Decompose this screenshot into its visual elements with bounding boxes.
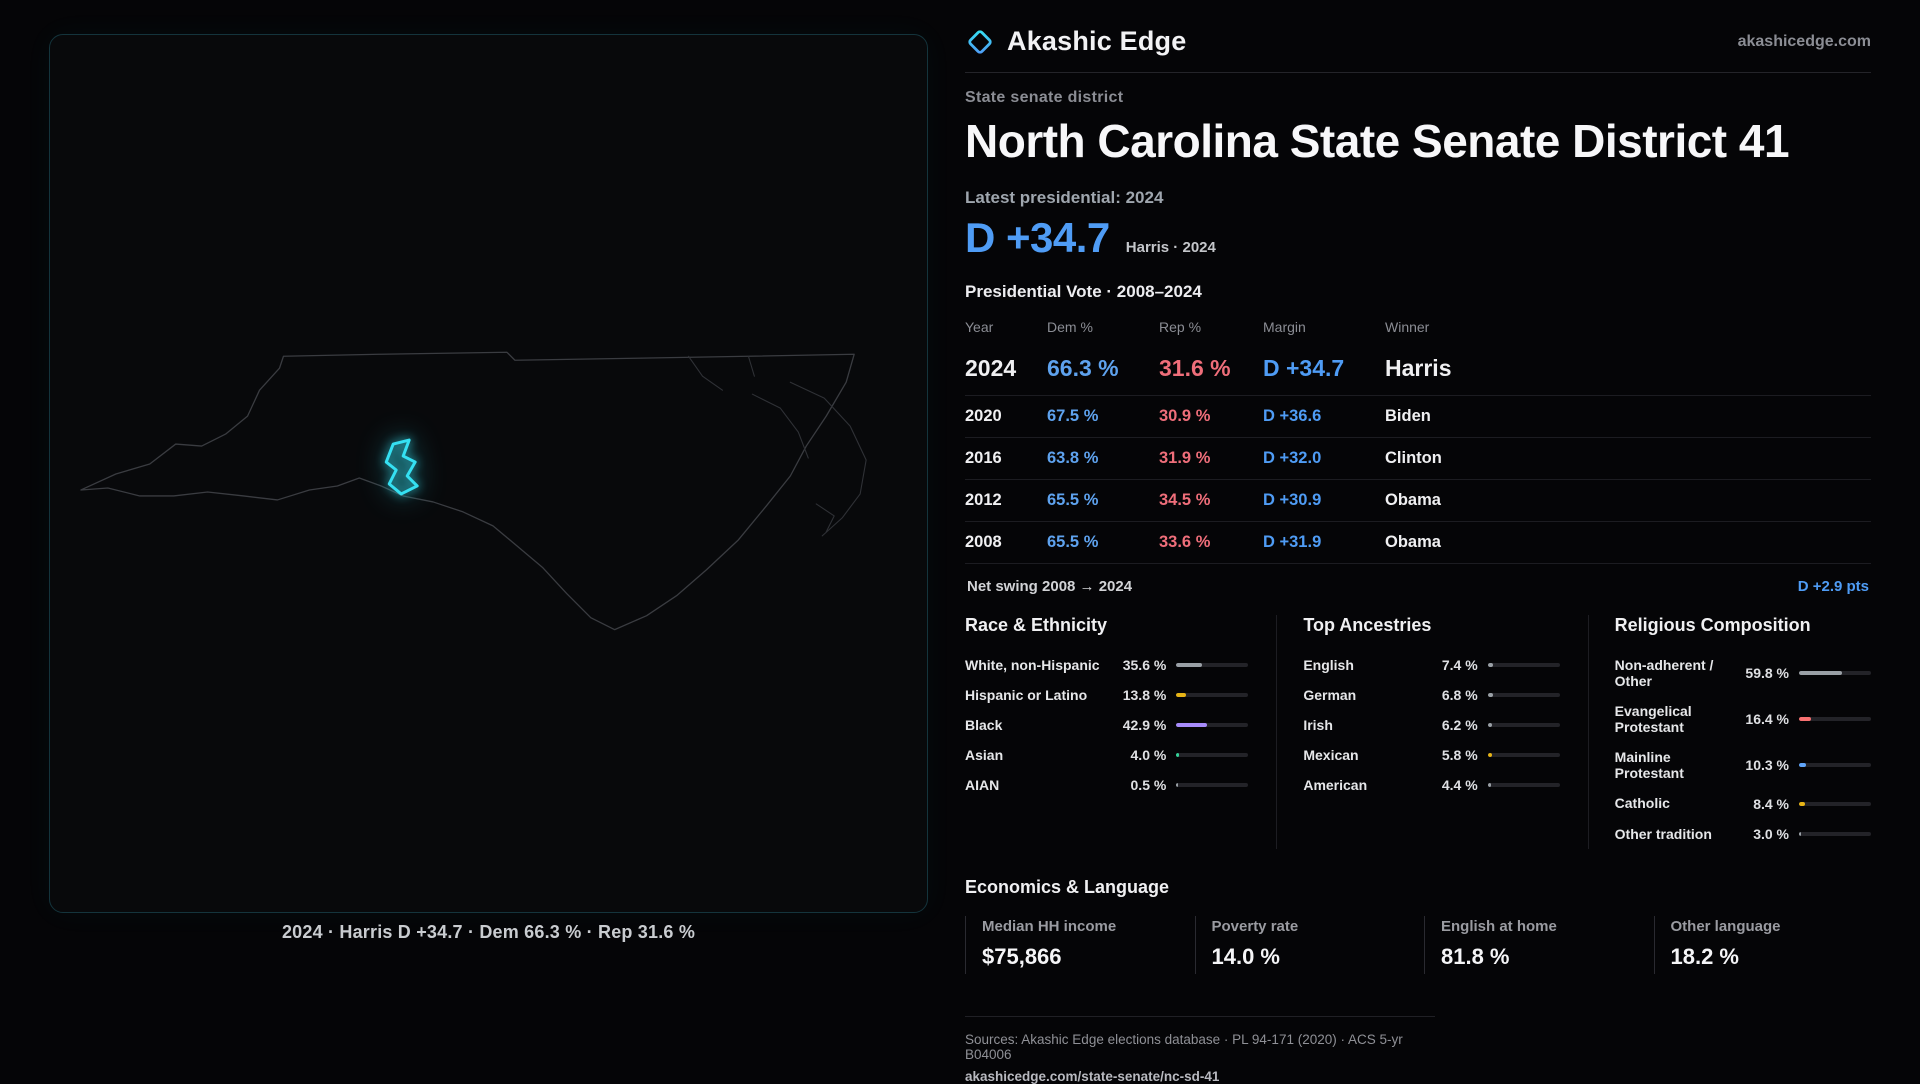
net-swing-value: D +2.9 pts <box>1797 577 1869 595</box>
bar-track <box>1176 783 1249 788</box>
demo-row: Black 42.9 % <box>965 710 1249 740</box>
bar-fill <box>1487 753 1492 758</box>
bar-fill <box>1487 783 1491 788</box>
bar-fill <box>1176 723 1208 728</box>
bar-track <box>1799 717 1871 722</box>
stat-other-language: Other language 18.2 % <box>1653 915 1872 974</box>
demo-row: Mexican 5.8 % <box>1303 740 1560 770</box>
bar-track <box>1487 783 1560 788</box>
bar-track <box>1487 723 1560 728</box>
bar-fill <box>1487 723 1493 728</box>
table-row: 2012 65.5 % 34.5 % D +30.9 Obama <box>965 480 1871 522</box>
table-row: 2016 63.8 % 31.9 % D +32.0 Clinton <box>965 438 1871 480</box>
north-carolina-map <box>80 351 867 631</box>
outer-banks-line <box>789 381 867 537</box>
col-header-rep: Rep % <box>1159 318 1202 335</box>
religious-composition-column: Religious Composition Non-adherent / Oth… <box>1587 614 1871 849</box>
sound-line <box>751 393 809 459</box>
brand-name: Akashic Edge <box>1007 26 1187 56</box>
demo-row: German 6.8 % <box>1303 680 1560 710</box>
stat-median-hh-income: Median HH income $75,866 <box>965 915 1183 974</box>
demo-row: English 7.4 % <box>1303 650 1560 680</box>
river-line-1 <box>687 355 724 391</box>
table-header-row: Year Dem % Rep % Margin Winner <box>965 310 1871 342</box>
religious-composition-title: Religious Composition <box>1614 614 1811 635</box>
bar-track <box>1176 723 1249 728</box>
demo-row: Irish 6.2 % <box>1303 710 1560 740</box>
bar-fill <box>1799 831 1802 836</box>
bar-fill <box>1799 763 1807 768</box>
race-ethnicity-title: Race & Ethnicity <box>965 614 1108 635</box>
bar-fill <box>1176 783 1179 788</box>
demographics-section: Race & Ethnicity White, non-Hispanic 35.… <box>965 614 1871 849</box>
bar-fill <box>1176 662 1202 667</box>
col-header-year: Year <box>965 318 994 335</box>
bar-track <box>1487 693 1560 698</box>
net-swing-label: Net swing 2008 → 2024 <box>967 577 1133 595</box>
footer: Sources: Akashic Edge elections database… <box>965 1015 1435 1084</box>
demo-row: Hispanic or Latino 13.8 % <box>965 680 1249 710</box>
table-row: 2024 66.3 % 31.6 % D +34.7 Harris <box>965 342 1871 396</box>
bar-fill <box>1176 753 1180 758</box>
bar-fill <box>1799 717 1811 722</box>
top-ancestries-column: Top Ancestries English 7.4 % German 6.8 … <box>1276 614 1560 849</box>
economics-title: Economics & Language <box>965 876 1170 897</box>
bar-track <box>1176 753 1249 758</box>
bar-track <box>1799 670 1871 675</box>
table-row: 2020 67.5 % 30.9 % D +36.6 Biden <box>965 396 1871 438</box>
bar-fill <box>1799 801 1806 806</box>
bar-track <box>1799 763 1871 768</box>
district-type-kicker: State senate district <box>965 89 1124 106</box>
col-header-dem: Dem % <box>1047 318 1093 335</box>
report-pane: Akashic Edge akashicedge.com State senat… <box>965 26 1871 1084</box>
page-title: North Carolina State Senate District 41 <box>965 115 1790 167</box>
col-header-margin: Margin <box>1263 318 1306 335</box>
bar-fill <box>1799 670 1843 675</box>
latest-presidential-label: Latest presidential: 2024 <box>965 187 1164 207</box>
net-swing-row: Net swing 2008 → 2024 D +2.9 pts <box>965 564 1871 605</box>
coastal-island-line <box>815 503 835 533</box>
demo-row: Non-adherent / Other 59.8 % <box>1615 650 1871 696</box>
bar-track <box>1799 801 1871 806</box>
diamond-logo-icon <box>968 29 992 54</box>
economics-stats: Median HH income $75,866 Poverty rate 14… <box>965 915 1872 974</box>
stat-poverty-rate: Poverty rate 14.0 % <box>1194 915 1413 974</box>
brand-domain-link[interactable]: akashicedge.com <box>1737 32 1871 50</box>
bar-track <box>1176 693 1249 698</box>
demo-row: American 4.4 % <box>1303 770 1560 800</box>
demo-row: AIAN 0.5 % <box>965 770 1249 800</box>
race-ethnicity-column: Race & Ethnicity White, non-Hispanic 35.… <box>965 614 1249 849</box>
top-ancestries-title: Top Ancestries <box>1303 614 1432 635</box>
demo-row: Mainline Protestant 10.3 % <box>1615 742 1871 788</box>
bar-fill <box>1487 693 1493 698</box>
permalink[interactable]: akashicedge.com/state-senate/nc-sd-41 <box>965 1068 1220 1084</box>
district-map-panel <box>49 34 928 913</box>
bar-fill <box>1487 662 1493 667</box>
bar-track <box>1176 662 1249 667</box>
headline-sub: Harris · 2024 <box>1125 238 1216 256</box>
bar-track <box>1487 662 1560 667</box>
table-row: 2008 65.5 % 33.6 % D +31.9 Obama <box>965 522 1871 564</box>
state-outline <box>80 351 855 631</box>
district-41-highlight <box>384 438 419 496</box>
presidential-vote-table: Year Dem % Rep % Margin Winner 2024 66.3… <box>965 310 1871 605</box>
header-bar: Akashic Edge akashicedge.com <box>965 26 1871 73</box>
headline-margin: D +34.7 <box>965 213 1110 261</box>
river-line-2 <box>747 355 755 377</box>
sources-text: Sources: Akashic Edge elections database… <box>965 1031 1403 1062</box>
stat-english-at-home: English at home 81.8 % <box>1424 915 1642 974</box>
bar-fill <box>1176 693 1187 698</box>
demo-row: White, non-Hispanic 35.6 % <box>965 650 1249 680</box>
bar-track <box>1487 753 1560 758</box>
headline-result: D +34.7 Harris · 2024 <box>965 214 1871 262</box>
vote-table-title: Presidential Vote · 2008–2024 <box>965 281 1202 301</box>
col-header-winner: Winner <box>1385 318 1430 335</box>
bar-track <box>1799 831 1871 836</box>
demo-row: Other tradition 3.0 % <box>1615 819 1871 849</box>
map-caption: 2024 · Harris D +34.7 · Dem 66.3 % · Rep… <box>281 922 696 942</box>
brand: Akashic Edge <box>965 26 1186 57</box>
demo-row: Catholic 8.4 % <box>1615 788 1871 818</box>
demo-row: Evangelical Protestant 16.4 % <box>1615 696 1871 742</box>
demo-row: Asian 4.0 % <box>965 740 1249 770</box>
